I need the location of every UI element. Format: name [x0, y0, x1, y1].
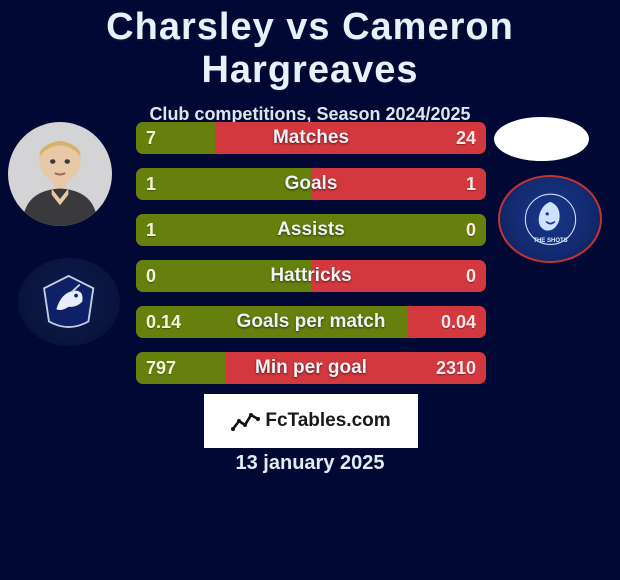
fctables-logo-text: FcTables.com	[265, 410, 390, 432]
stat-left-value: 0.14	[146, 306, 181, 338]
stats-bars: 724Matches11Goals10Assists00Hattricks0.1…	[136, 122, 486, 398]
stat-left-value: 0	[146, 260, 156, 292]
club-badge-left	[18, 258, 120, 346]
stat-left-value: 1	[146, 168, 156, 200]
stat-right-value: 0	[466, 214, 476, 246]
stat-right-value: 0.04	[441, 306, 476, 338]
page-title: Charsley vs Cameron Hargreaves	[0, 0, 620, 92]
stat-bar-left-fill	[136, 260, 311, 292]
stat-bar-left-fill	[136, 168, 311, 200]
stat-left-value: 797	[146, 352, 176, 384]
snapshot-date: 13 january 2025	[0, 452, 620, 475]
stat-right-value: 24	[456, 122, 476, 154]
stat-row: 724Matches	[136, 122, 486, 154]
stat-row: 00Hattricks	[136, 260, 486, 292]
player-right-avatar	[494, 117, 589, 161]
svg-text:THE SHOTS: THE SHOTS	[533, 238, 567, 244]
stat-row: 7972310Min per goal	[136, 352, 486, 384]
stat-right-value: 0	[466, 260, 476, 292]
stat-bar-left-fill	[136, 214, 486, 246]
stat-row: 0.140.04Goals per match	[136, 306, 486, 338]
stat-left-value: 7	[146, 122, 156, 154]
stat-row: 10Assists	[136, 214, 486, 246]
stat-left-value: 1	[146, 214, 156, 246]
player-left-avatar	[8, 122, 112, 226]
stat-right-value: 2310	[436, 352, 476, 384]
fctables-logo: FcTables.com	[204, 394, 418, 448]
stat-row: 11Goals	[136, 168, 486, 200]
club-badge-right: THE SHOTS	[498, 175, 602, 263]
stat-right-value: 1	[466, 168, 476, 200]
